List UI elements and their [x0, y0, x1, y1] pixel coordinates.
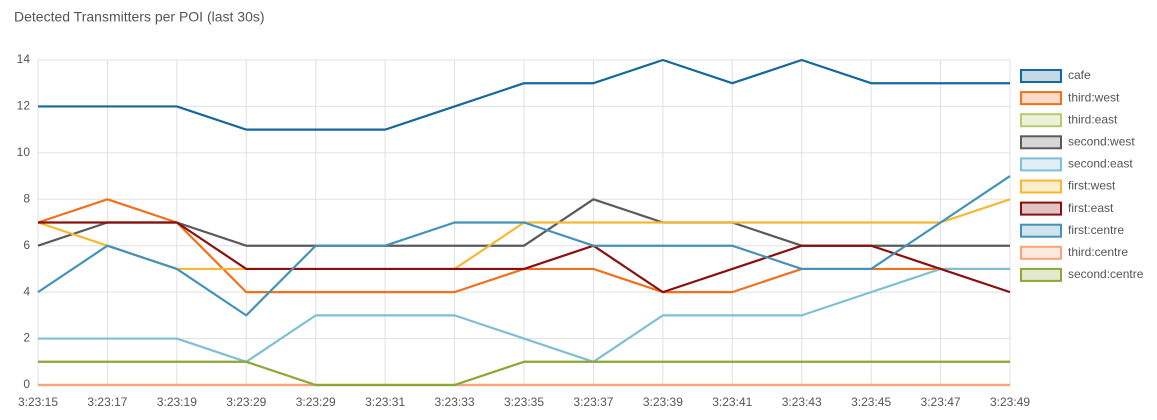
x-tick-label: 3:23:45 [851, 395, 891, 409]
x-tick-label: 3:23:19 [157, 395, 197, 409]
y-tick-label: 6 [23, 238, 30, 252]
legend-label: third:centre [1068, 245, 1128, 259]
legend-swatch [1020, 157, 1062, 172]
legend-label: third:west [1068, 90, 1120, 104]
x-tick-label: 3:23:31 [365, 395, 405, 409]
legend-label: third:east [1068, 112, 1118, 126]
x-tick-label: 3:23:17 [87, 395, 127, 409]
x-tick-label: 3:23:43 [782, 395, 822, 409]
y-tick-label: 8 [23, 191, 30, 205]
series-line [38, 58, 1010, 131]
y-tick-label: 12 [17, 99, 31, 113]
x-tick-label: 3:23:35 [504, 395, 544, 409]
legend-swatch [1020, 69, 1062, 83]
series-line [38, 221, 1011, 294]
x-tick-label: 3:23:33 [435, 395, 475, 409]
chart-title: Detected Transmitters per POI (last 30s) [14, 9, 265, 25]
x-tick-label: 3:23:37 [573, 395, 613, 409]
legend-swatch [1020, 113, 1062, 128]
y-tick-label: 4 [23, 284, 30, 298]
x-tick-label: 3:23:29 [226, 395, 266, 409]
legend-swatch [1020, 201, 1062, 216]
legend-label: second:east [1068, 157, 1133, 171]
legend-swatch [1020, 223, 1062, 238]
legend-swatch [1020, 91, 1062, 106]
legend-swatch [1020, 135, 1062, 150]
legend-label: cafe [1068, 68, 1091, 82]
x-tick-label: 3:23:47 [921, 395, 961, 409]
legend-label: first:centre [1068, 223, 1124, 237]
y-tick-label: 10 [17, 145, 31, 159]
x-tick-label: 3:23:49 [990, 395, 1030, 409]
x-tick-label: 3:23:39 [643, 395, 683, 409]
legend-swatch [1020, 179, 1062, 194]
series-line [38, 267, 1010, 363]
legend-label: second:centre [1068, 267, 1144, 281]
x-tick-label: 3:23:29 [296, 395, 336, 409]
y-tick-label: 14 [17, 52, 31, 66]
x-tick-label: 3:23:41 [712, 395, 752, 409]
legend-label: first:west [1068, 179, 1116, 193]
legend-label: second:west [1068, 134, 1135, 148]
series-line [37, 175, 1011, 317]
y-tick-label: 2 [23, 331, 30, 345]
y-tick-label: 0 [23, 377, 30, 391]
legend-swatch [1020, 245, 1062, 260]
legend-swatch [1020, 267, 1062, 282]
x-tick-label: 3:23:15 [18, 395, 58, 409]
series-line [38, 360, 1010, 387]
legend-label: first:east [1068, 201, 1114, 215]
